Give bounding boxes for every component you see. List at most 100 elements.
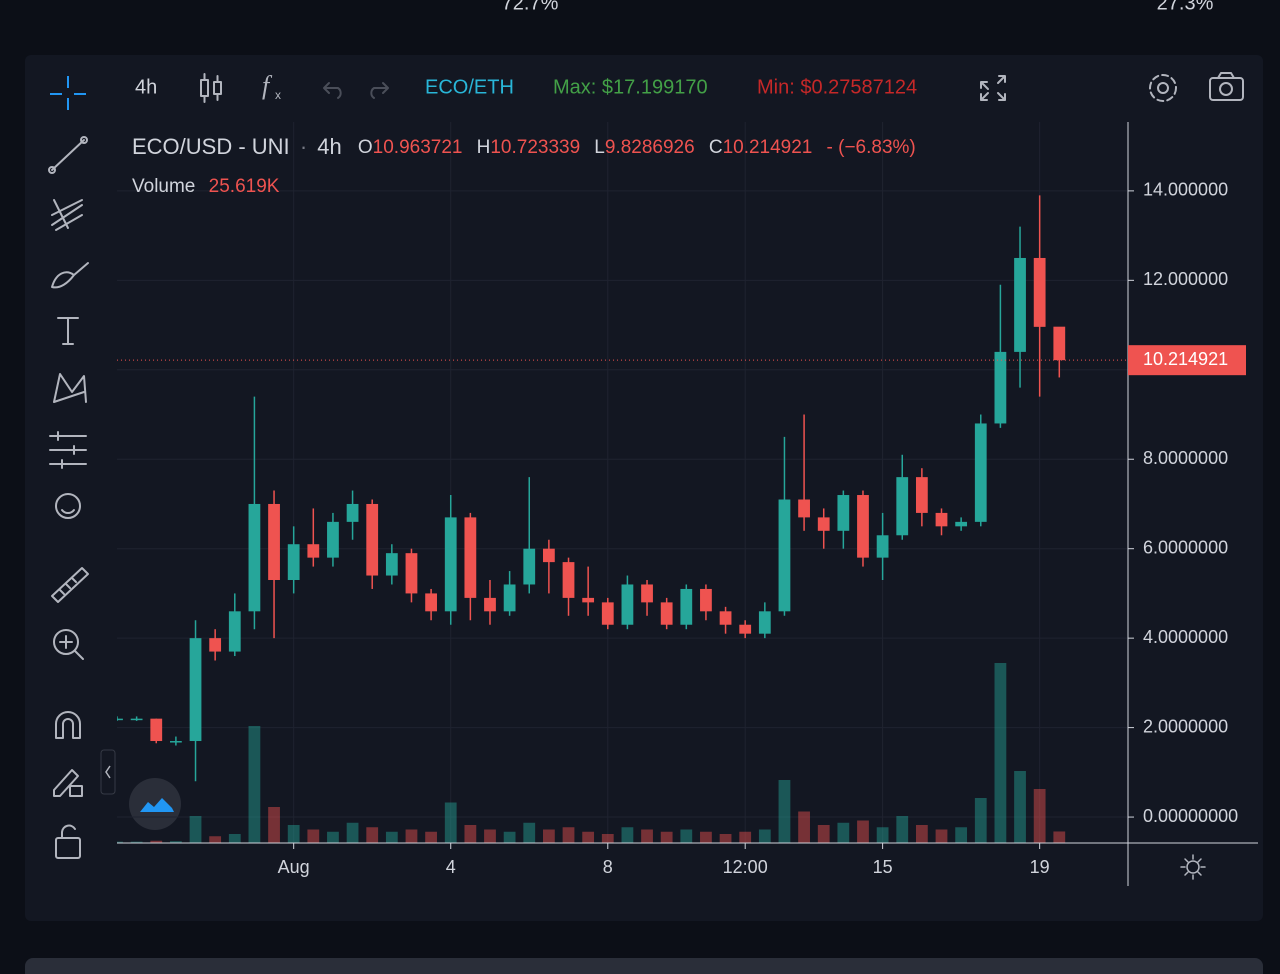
chart-type-button[interactable] [200,73,222,103]
candle-body [739,624,752,634]
candle-body [287,544,300,581]
volume-bar [287,825,300,843]
volume-bar [837,822,850,843]
candle-body [405,553,418,594]
zoom-tool[interactable] [53,629,79,655]
legend-header: ECO/USD - UNI · 4h O10.963721 H10.723339… [132,134,916,159]
trend-line-tool[interactable] [51,139,85,171]
open-value: 10.963721 [373,137,463,158]
screenshot-button[interactable] [1209,72,1244,101]
prediction-tool[interactable] [49,431,87,469]
fib-tool[interactable] [51,199,83,231]
close-value: 10.214921 [723,137,813,158]
candle-body [130,718,143,721]
high-value: 10.723339 [490,137,580,158]
candle-body [601,602,614,625]
y-tick-label: 2.0000000 [1143,716,1228,736]
pattern-tool[interactable] [53,373,87,403]
measure-tool[interactable] [51,567,89,603]
candle-body [896,477,909,536]
volume-bar [817,825,830,843]
candle-body [117,718,123,721]
volume-bar [1053,831,1066,843]
volume-bar [601,834,614,843]
y-tick-label: 6.0000000 [1143,537,1228,557]
volume-bar [994,663,1007,843]
fx-icon-x: x [275,88,281,102]
candle-body [562,562,575,598]
candle-body [523,548,536,585]
fullscreen-button[interactable] [980,75,1006,101]
volume-bar [444,802,457,843]
percent-right: 27.3% [1157,0,1214,14]
crosshair-tool[interactable] [50,76,86,110]
candle-body [994,351,1007,424]
settings-button[interactable] [1149,74,1177,102]
volume-bar [346,822,359,843]
y-tick-label: 14.000000 [1143,180,1228,200]
bottom-bar [25,958,1263,974]
axis-settings-button[interactable] [1180,854,1206,880]
high-label: H [477,137,491,158]
candle-body [621,584,634,625]
volume-bar [1014,771,1026,843]
pair-link[interactable]: ECO/ETH [425,76,514,98]
fx-icon: f [262,71,273,100]
candle-body [327,521,339,558]
magnet-tool[interactable] [55,711,81,739]
unlock-tool[interactable] [55,837,81,859]
collapse-toolbar[interactable] [100,749,116,795]
volume-bar [758,829,771,843]
y-tick-label: 0.00000000 [1143,806,1238,826]
volume-bar [117,841,123,843]
symbol-title: ECO/USD - UNI [132,134,290,159]
volume-bar [385,831,398,843]
volume-bar [405,829,418,843]
volume-title: Volume [132,176,195,197]
volume-bar [876,827,889,843]
icon-tool[interactable] [55,493,81,519]
volume-bar [503,831,516,843]
candle-body [974,423,987,522]
change-value: - (−6.83%) [827,137,916,158]
candle-body [268,503,280,581]
candle-body [542,548,555,563]
volume-bar [150,840,163,843]
volume-bar [484,829,496,843]
volume-bar [621,827,634,843]
redo-button[interactable] [370,82,389,99]
candle-body [385,553,398,576]
y-tick-label: 4.0000000 [1143,627,1228,647]
low-value: 9.8286926 [605,137,695,158]
max-price: Max: $17.199170 [553,76,708,98]
open-label: O [358,137,373,158]
volume-legend: Volume 25.619K [132,176,280,197]
candle-body [1053,326,1066,361]
candle-body [817,517,830,531]
brush-tool[interactable] [51,262,89,289]
volume-value: 25.619K [209,176,280,197]
x-tick-label: 8 [603,857,613,877]
candle-body [464,517,477,598]
candle-body [935,512,948,527]
volume-layer [117,663,1066,843]
volume-bar [464,825,477,843]
interval-button[interactable]: 4h [135,76,157,98]
volume-bar [778,780,791,843]
candle-body [366,503,379,576]
text-tool[interactable] [57,317,79,345]
logo-badge[interactable] [129,778,181,830]
undo-button[interactable] [323,82,342,99]
last-price-label: 10.214921 [1143,349,1228,369]
volume-bar [248,726,261,843]
candle-body [150,718,163,742]
candle-body [503,584,516,612]
volume-bar [857,820,869,843]
x-tick-label: 15 [873,857,893,877]
candle-body [641,584,653,603]
volume-bar [719,834,732,843]
y-tick-label: 8.0000000 [1143,448,1228,468]
